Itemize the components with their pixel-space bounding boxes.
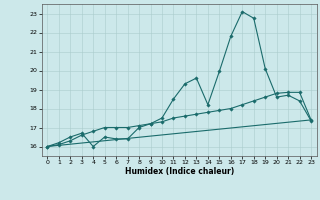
X-axis label: Humidex (Indice chaleur): Humidex (Indice chaleur) bbox=[124, 167, 234, 176]
